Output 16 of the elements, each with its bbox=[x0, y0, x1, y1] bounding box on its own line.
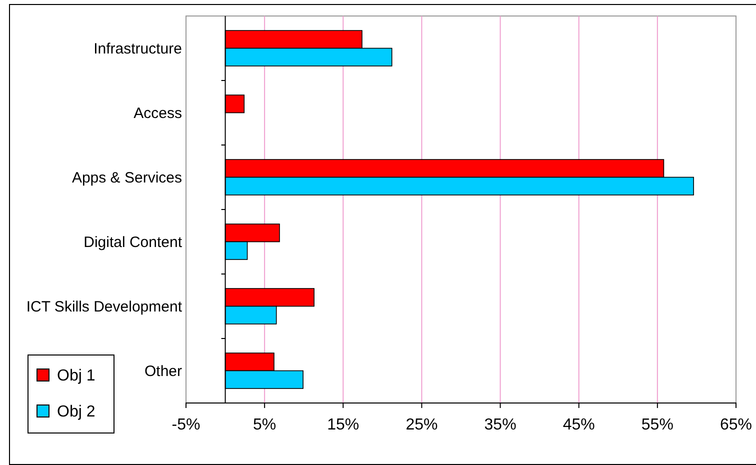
x-tick-label: 65% bbox=[720, 416, 752, 434]
x-tick-label: 25% bbox=[406, 416, 438, 434]
x-tick-label: 15% bbox=[327, 416, 360, 434]
x-tick-label: 35% bbox=[484, 416, 516, 434]
y-tick-label: Access bbox=[134, 105, 182, 122]
x-tick-label: 5% bbox=[253, 416, 276, 434]
y-tick-label: Infrastructure bbox=[94, 40, 182, 58]
y-tick-label: Other bbox=[144, 363, 182, 380]
x-tick-label: 55% bbox=[641, 416, 674, 434]
legend-label: Obj 2 bbox=[57, 404, 96, 421]
x-tick-label: 45% bbox=[562, 416, 595, 434]
legend-label: Obj 1 bbox=[57, 368, 96, 385]
x-tick-label: -5% bbox=[172, 416, 200, 434]
y-tick-label: Digital Content bbox=[84, 234, 183, 251]
y-tick-label: Apps & Services bbox=[72, 170, 182, 186]
y-tick-label: ICT Skills Development bbox=[26, 298, 183, 316]
